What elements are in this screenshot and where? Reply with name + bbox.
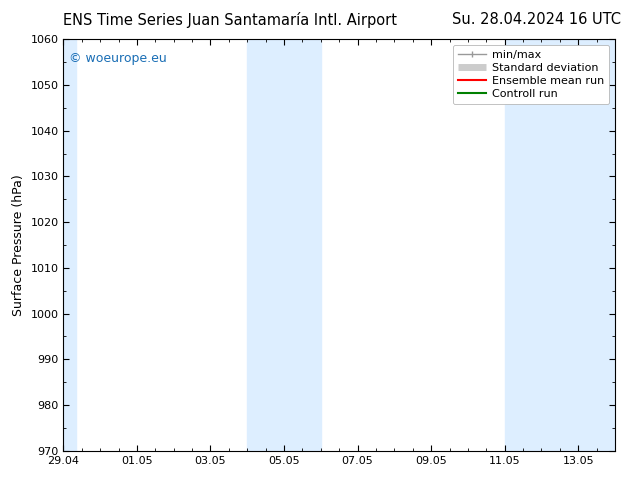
Bar (247, 39, 321, 451)
Text: Su. 28.04.2024 16 UTC: Su. 28.04.2024 16 UTC (452, 12, 621, 27)
Bar (505, 39, 615, 451)
Text: ENS Time Series Juan Santamaría Intl. Airport: ENS Time Series Juan Santamaría Intl. Ai… (63, 12, 398, 28)
Text: © woeurope.eu: © woeurope.eu (69, 51, 167, 65)
Y-axis label: Surface Pressure (hPa): Surface Pressure (hPa) (12, 174, 25, 316)
Bar (63, 39, 76, 451)
Legend: min/max, Standard deviation, Ensemble mean run, Controll run: min/max, Standard deviation, Ensemble me… (453, 45, 609, 104)
